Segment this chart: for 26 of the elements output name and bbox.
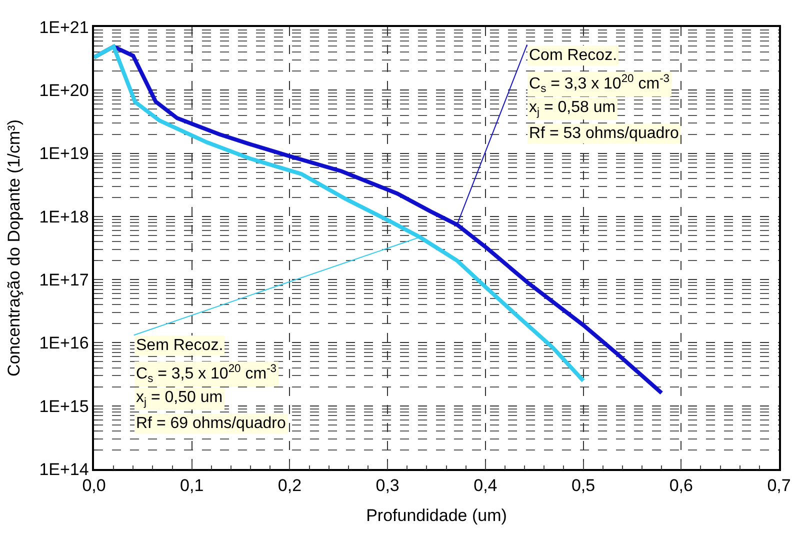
annotation: C$_{s}$ = 3,3 x 10$^{20}$ cm$^{-3}$ xyxy=(529,73,670,96)
y-tick-label: 1E+14 xyxy=(39,460,89,479)
y-tick-label: 1E+19 xyxy=(39,144,89,164)
y-tick-label: 1E+16 xyxy=(39,334,89,353)
x-tick-label: 0,4 xyxy=(474,476,498,496)
y-tick-label: 1E+20 xyxy=(39,81,89,100)
annotation: x$_{j}$ = 0,58 um xyxy=(529,99,616,118)
annotation: Rf = 53 ohms/quadro xyxy=(529,125,679,142)
annotation: C$_{s}$ = 3,5 x 10$^{20}$ cm$^{-3}$ xyxy=(136,363,277,386)
x-axis-title: Profundidade (um) xyxy=(366,506,507,526)
x-tick-label: 0,5 xyxy=(571,476,596,496)
x-tick-label: 0,3 xyxy=(376,476,400,496)
x-tick-label: 0,2 xyxy=(278,476,302,496)
y-tick-label: 1E+21 xyxy=(39,18,89,37)
annotation: Rf = 69 ohms/quadro xyxy=(136,415,286,432)
x-tick-label: 0,7 xyxy=(767,476,791,496)
annotation: Sem Recoz. xyxy=(136,337,224,354)
annotation: x$_{j}$ = 0,50 um xyxy=(136,389,223,408)
y-tick-label: 1E+18 xyxy=(39,207,89,226)
x-tick-label: 0,0 xyxy=(82,476,106,496)
y-tick-label: 1E+15 xyxy=(39,396,89,416)
x-tick-label: 0,1 xyxy=(180,476,204,496)
y-tick-label: 1E+17 xyxy=(39,270,89,290)
annotation: Com Recoz. xyxy=(529,47,618,64)
x-tick-label: 0,6 xyxy=(669,476,693,496)
y-axis-title: Concentração do Dopante (1/cm³) xyxy=(4,119,24,377)
